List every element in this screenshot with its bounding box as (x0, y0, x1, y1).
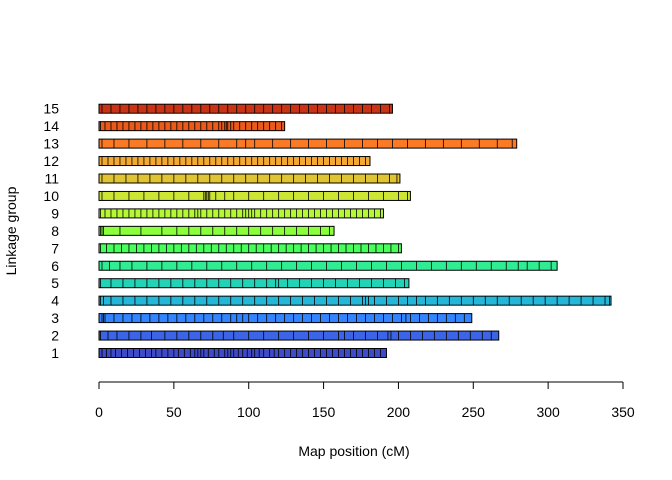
y-tick-label-13: 13 (43, 136, 59, 152)
y-tick-label-3: 3 (51, 310, 59, 326)
linkage-group-9 (98, 208, 384, 219)
linkage-group-5 (98, 278, 410, 289)
bars-layer (98, 103, 612, 358)
y-tick-label-8: 8 (51, 223, 59, 239)
y-tick-label-4: 4 (51, 293, 59, 309)
bar-group-3 (98, 313, 473, 324)
x-tick-label-350: 350 (611, 404, 635, 420)
linkage-group-7 (98, 243, 402, 254)
x-tick-label-100: 100 (237, 404, 261, 420)
bar-group-7 (98, 243, 402, 254)
bar-group-8 (98, 225, 335, 236)
y-tick-label-10: 10 (43, 188, 59, 204)
linkage-group-2 (98, 330, 500, 341)
linkage-group-15 (98, 103, 393, 114)
y-tick-label-12: 12 (43, 153, 59, 169)
y-tick-label-2: 2 (51, 328, 59, 344)
linkage-group-1 (98, 348, 387, 358)
bar-group-2 (98, 330, 500, 341)
linkage-group-3 (98, 313, 473, 324)
linkage-group-4 (98, 295, 612, 306)
y-tick-label-7: 7 (51, 240, 59, 256)
bar-group-12 (98, 156, 371, 167)
y-tick-label-1: 1 (51, 345, 59, 361)
y-tick-label-5: 5 (51, 275, 59, 291)
bar-group-11 (98, 173, 401, 184)
y-tick-label-11: 11 (44, 171, 59, 187)
bar-group-9 (98, 208, 384, 219)
linkage-group-13 (98, 138, 518, 149)
linkage-group-8 (98, 225, 335, 236)
linkage-group-14 (98, 121, 286, 132)
y-tick-label-15: 15 (43, 101, 59, 117)
bar-group-6 (98, 260, 558, 271)
y-tick-label-14: 14 (43, 118, 59, 134)
linkage-group-6 (98, 260, 558, 271)
x-tick-label-150: 150 (312, 404, 336, 420)
bar-group-10 (98, 190, 411, 201)
x-tick-label-0: 0 (95, 404, 103, 420)
x-tick-label-250: 250 (462, 404, 486, 420)
bar-group-14 (98, 121, 286, 132)
bar-group-5 (98, 278, 410, 289)
y-axis-title: Linkage group (3, 186, 19, 275)
bar-group-4 (98, 295, 612, 306)
x-tick-label-50: 50 (166, 404, 182, 420)
bar-group-13 (98, 138, 518, 149)
x-axis-title: Map position (cM) (298, 443, 409, 459)
linkage-group-12 (98, 156, 371, 167)
x-axis: 0 50 100 150 200 250 300 350 (95, 381, 635, 420)
linkage-group-11 (98, 173, 401, 184)
x-tick-label-300: 300 (536, 404, 560, 420)
x-tick-label-200: 200 (387, 404, 411, 420)
y-tick-label-9: 9 (51, 205, 59, 221)
y-tick-label-6: 6 (51, 258, 59, 274)
linkage-group-10 (98, 190, 411, 201)
